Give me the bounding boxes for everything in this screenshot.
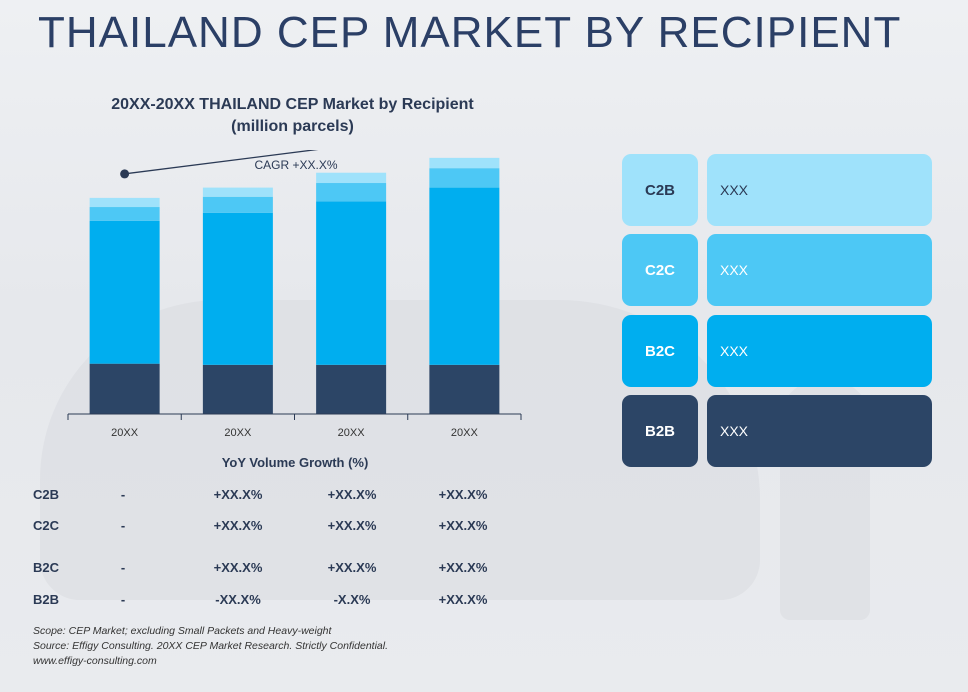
- footer-scope: Scope: CEP Market; excluding Small Packe…: [33, 625, 332, 637]
- yoy-row-label: C2C: [33, 518, 60, 533]
- yoy-cell: +XX.X%: [438, 560, 488, 575]
- legend-value-c2b: XXX: [707, 154, 932, 226]
- yoy-cell: -XX.X%: [215, 592, 261, 607]
- legend-key-b2c: B2C: [622, 315, 698, 387]
- yoy-cell: +XX.X%: [438, 518, 488, 533]
- x-tick-label: 20XX: [111, 427, 139, 439]
- yoy-title: YoY Volume Growth (%): [221, 455, 369, 470]
- bar-segment-c2c: [89, 207, 160, 221]
- chart-title-line1: 20XX-20XX THAILAND CEP Market by Recipie…: [111, 96, 474, 113]
- yoy-row-b2b: B2B - -XX.X% -X.X% +XX.X%: [0, 592, 560, 612]
- bar-segment-c2c: [316, 183, 387, 202]
- bar-segment-c2c: [202, 196, 273, 213]
- yoy-row-label: C2B: [33, 487, 60, 502]
- legend-item-c2c: C2C XXX: [622, 234, 932, 306]
- yoy-cell: +XX.X%: [213, 487, 263, 502]
- bar-segment-c2b: [429, 157, 500, 169]
- yoy-cell: +XX.X%: [213, 518, 263, 533]
- legend-key-b2b: B2B: [622, 395, 698, 467]
- yoy-row-label: B2C: [33, 560, 60, 575]
- yoy-row-c2c: C2C - +XX.X% +XX.X% +XX.X%: [0, 518, 560, 538]
- cagr-line: [124, 150, 319, 175]
- footer: Scope: CEP Market; excluding Small Packe…: [33, 624, 388, 669]
- yoy-row-label: B2B: [33, 592, 60, 607]
- legend-item-b2c: B2C XXX: [622, 315, 932, 387]
- legend-value-c2c: XXX: [707, 234, 932, 306]
- yoy-row-c2b: C2B - +XX.X% +XX.X% +XX.X%: [0, 487, 560, 507]
- cagr-start-dot: [120, 169, 130, 179]
- legend-value-b2c: XXX: [707, 315, 932, 387]
- yoy-cell: +XX.X%: [327, 560, 377, 575]
- yoy-cell: +XX.X%: [438, 592, 488, 607]
- legend-item-b2b: B2B XXX: [622, 395, 932, 467]
- bar-segment-b2b: [89, 363, 160, 414]
- bar-segment-b2b: [429, 364, 500, 414]
- chart-title: 20XX-20XX THAILAND CEP Market by Recipie…: [60, 94, 525, 138]
- legend-key-c2c: C2C: [622, 234, 698, 306]
- legend-item-c2b: C2B XXX: [622, 154, 932, 226]
- bar-segment-c2b: [89, 197, 160, 208]
- legend-value-b2b: XXX: [707, 395, 932, 467]
- bar-segment-b2b: [316, 364, 387, 414]
- footer-source: Source: Effigy Consulting. 20XX CEP Mark…: [33, 640, 389, 652]
- page-title: THAILAND CEP MARKET BY RECIPIENT: [38, 8, 902, 57]
- bar-segment-c2b: [202, 187, 273, 197]
- x-tick-label: 20XX: [451, 427, 479, 439]
- bar-segment-b2b: [202, 364, 273, 414]
- yoy-cell: +XX.X%: [438, 487, 488, 502]
- x-tick-label: 20XX: [338, 427, 366, 439]
- x-tick-label: 20XX: [224, 427, 252, 439]
- legend-key-c2b: C2B: [622, 154, 698, 226]
- yoy-cell: -X.X%: [333, 592, 371, 607]
- yoy-cell: +XX.X%: [213, 560, 263, 575]
- bar-segment-b2c: [89, 220, 160, 364]
- bar-segment-b2c: [316, 201, 387, 365]
- yoy-cell: +XX.X%: [327, 487, 377, 502]
- bar-segment-c2b: [316, 172, 387, 184]
- yoy-cell: -: [120, 592, 126, 607]
- yoy-cell: +XX.X%: [327, 518, 377, 533]
- yoy-cell: -: [120, 487, 126, 502]
- bar-segment-c2c: [429, 168, 500, 188]
- footer-url: www.effigy-consulting.com: [33, 655, 157, 667]
- cagr-label: CAGR +XX.X%: [254, 158, 337, 172]
- bar-segment-b2c: [429, 187, 500, 365]
- yoy-cell: -: [120, 560, 126, 575]
- bar-segment-b2c: [202, 212, 273, 365]
- yoy-row-b2c: B2C - +XX.X% +XX.X% +XX.X%: [0, 560, 560, 580]
- stacked-bar-chart: 20XX 20XX 20XX 20XX CAGR +XX.X%: [67, 150, 522, 439]
- chart-title-line2: (million parcels): [231, 118, 354, 135]
- yoy-cell: -: [120, 518, 126, 533]
